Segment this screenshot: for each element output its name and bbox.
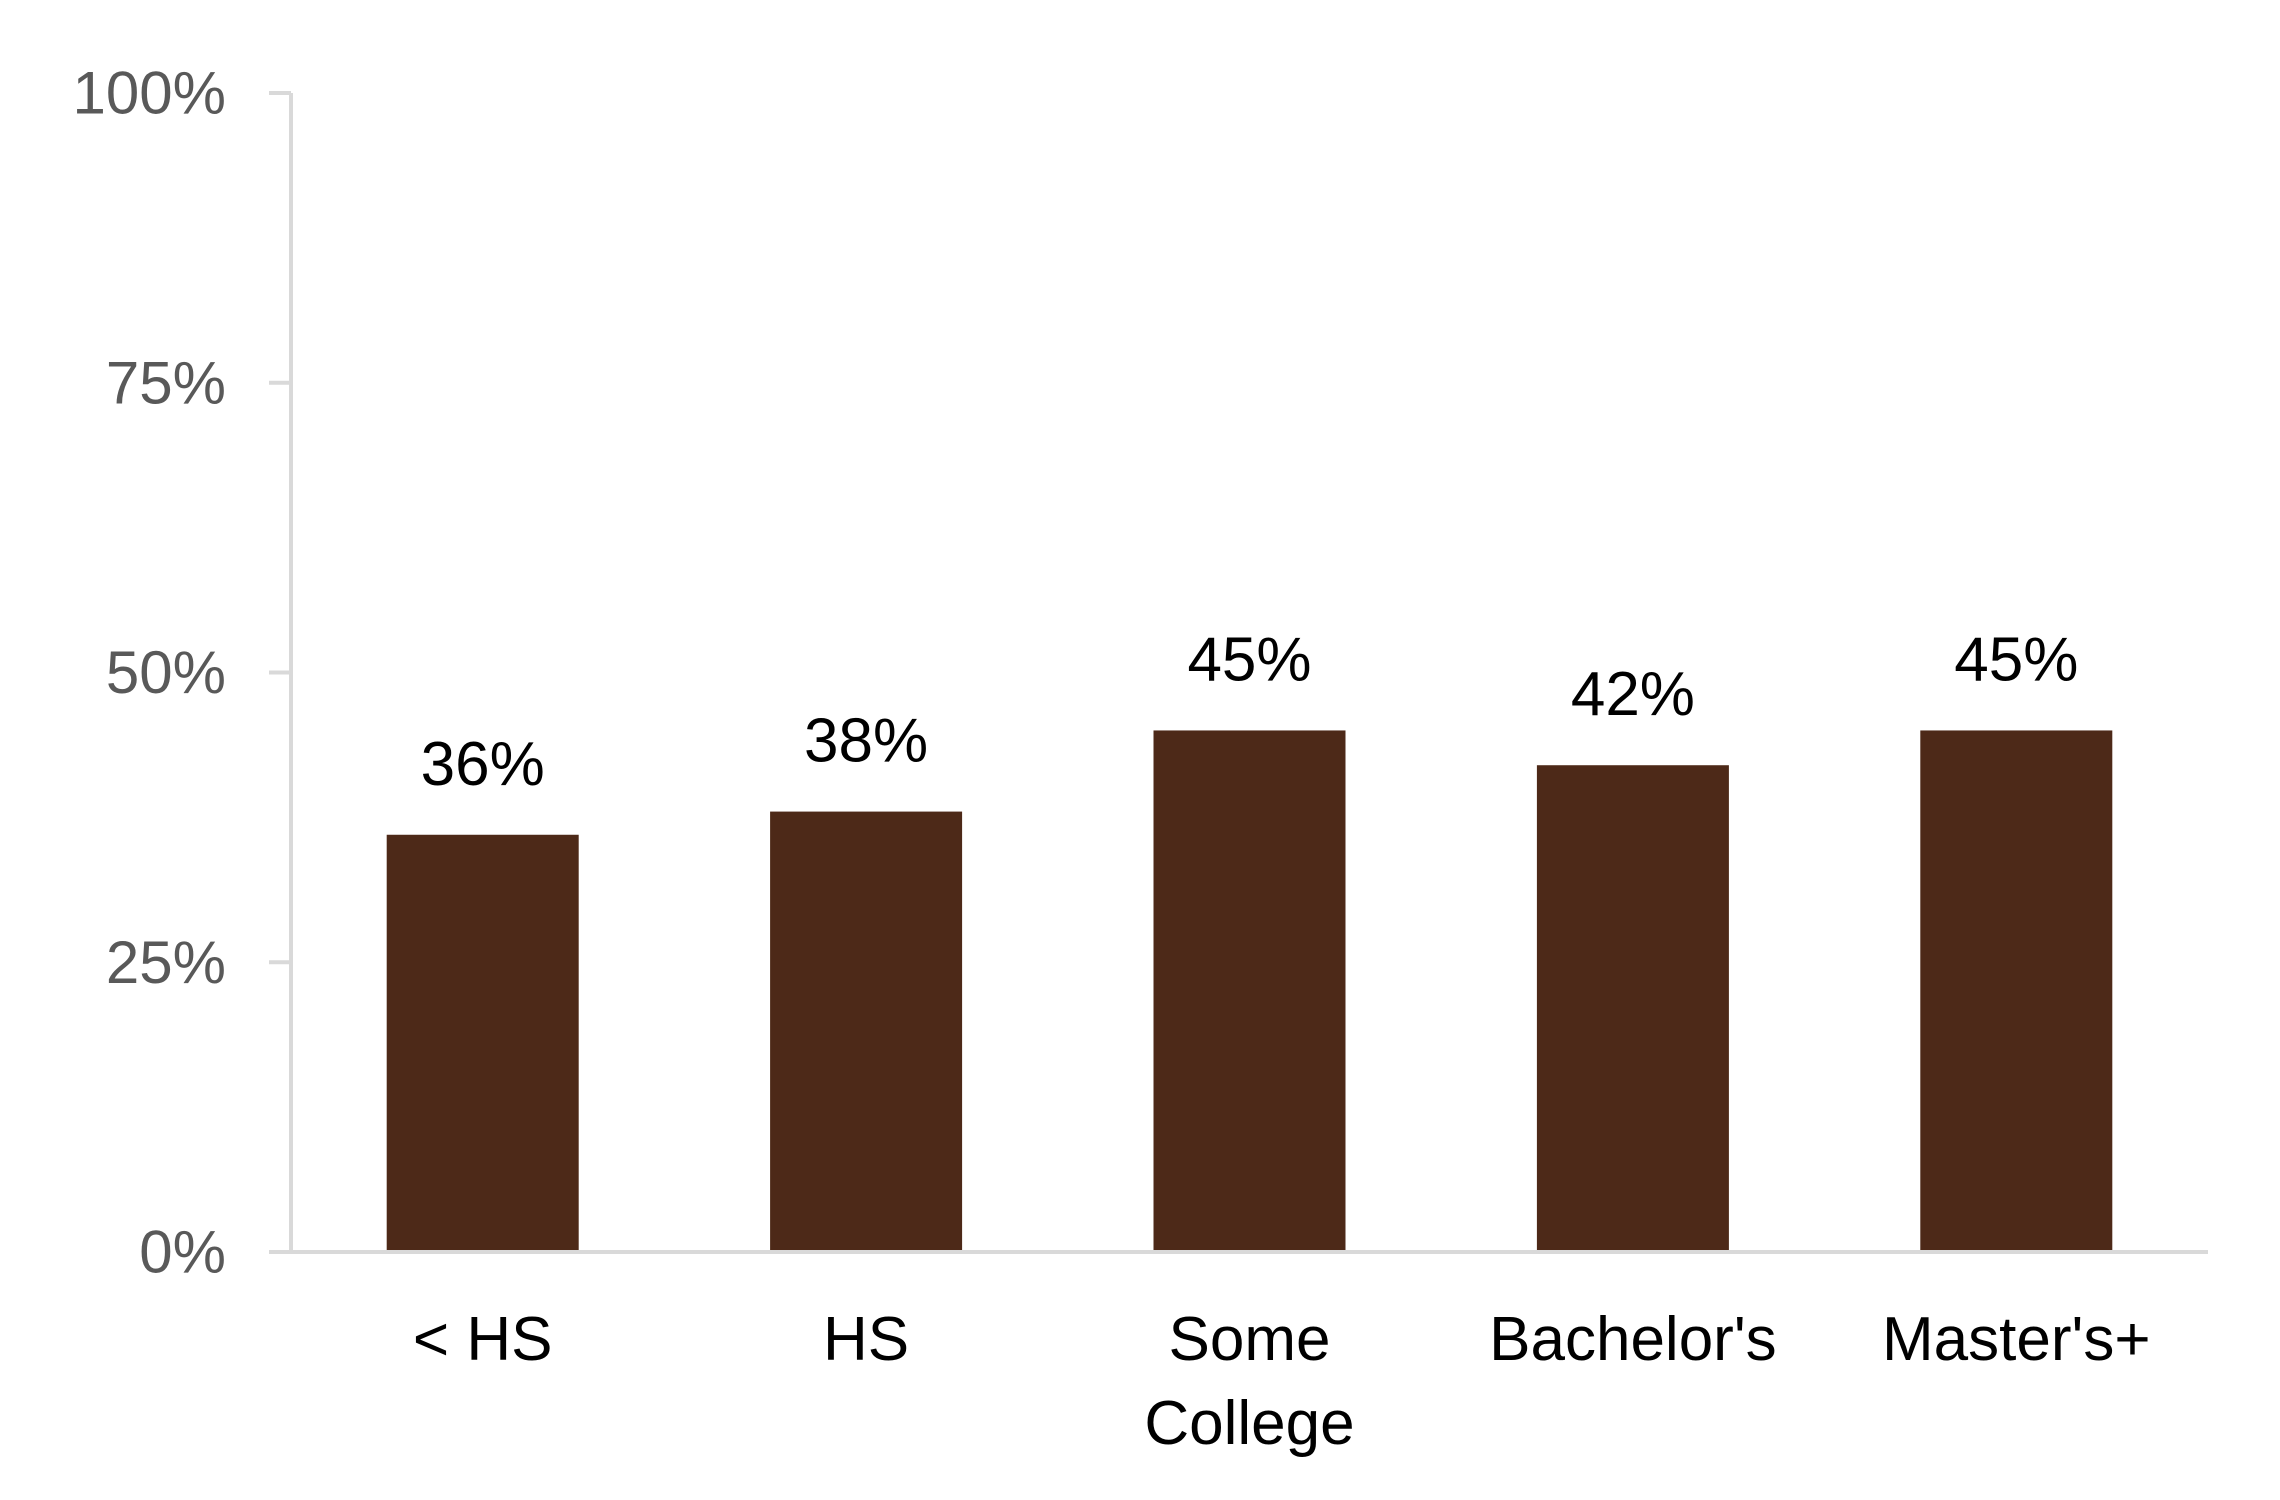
category-label-line: Some (1169, 1305, 1331, 1374)
category-label: Master's+ (1882, 1305, 2151, 1374)
category-label: HS (823, 1305, 909, 1374)
category-label: Some College (1144, 1305, 1354, 1458)
data-label: 36% (421, 730, 545, 799)
y-tick-label: 75% (106, 349, 226, 416)
bar (1920, 730, 2113, 1250)
data-label: 38% (804, 707, 928, 776)
bar (1536, 765, 1729, 1250)
category-label-line: < HS (413, 1305, 553, 1374)
y-axis: 0% 25% 50% 75% 100% (73, 60, 293, 1286)
category-label-line: Master's+ (1882, 1305, 2151, 1374)
y-tick-label: 50% (106, 639, 226, 706)
y-tick-label: 100% (73, 60, 226, 127)
data-labels: 36% 38% 45% 42% 45% (421, 625, 2079, 798)
bar (386, 834, 579, 1250)
y-tick-label: 0% (139, 1219, 226, 1286)
category-label-line: College (1144, 1389, 1354, 1458)
bars (386, 730, 2113, 1250)
category-label-line: Bachelor's (1489, 1305, 1777, 1374)
data-label: 45% (1954, 625, 2078, 694)
data-label: 42% (1571, 660, 1695, 729)
category-label: < HS (413, 1305, 553, 1374)
bar (1153, 730, 1346, 1250)
y-tick-label: 25% (106, 929, 226, 996)
bar (770, 811, 963, 1250)
data-label: 45% (1187, 625, 1311, 694)
category-label-line: HS (823, 1305, 909, 1374)
category-label: Bachelor's (1489, 1305, 1777, 1374)
category-labels: < HS HS Some College Bachelor's Master's+ (413, 1305, 2151, 1458)
